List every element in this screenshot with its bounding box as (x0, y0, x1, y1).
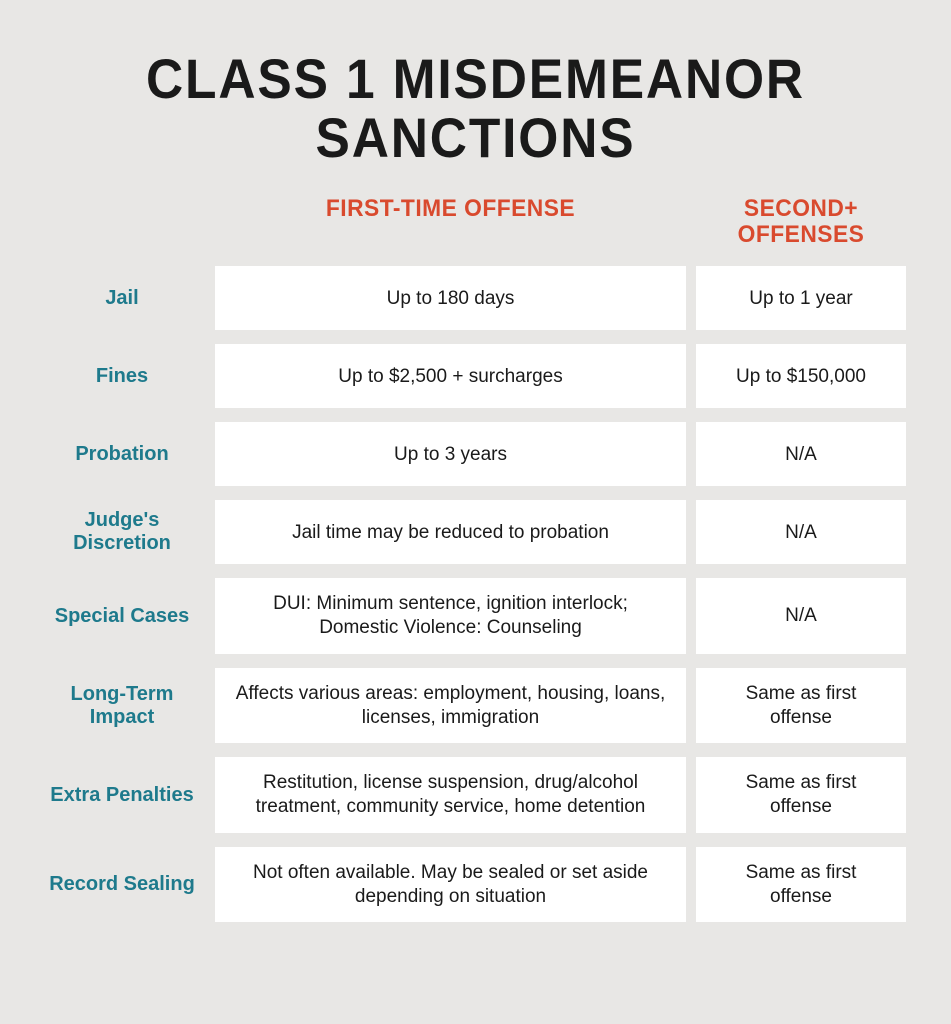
cell-first: Up to $2,500 + surcharges (215, 344, 686, 408)
cell-second: N/A (696, 578, 906, 654)
cell-first: Jail time may be reduced to probation (215, 500, 686, 564)
cell-second: Up to 1 year (696, 266, 906, 330)
sanctions-table: FIRST-TIME OFFENSE SECOND+ OFFENSES Jail… (45, 196, 906, 923)
cell-second: Same as first offense (696, 668, 906, 744)
row-label: Jail (45, 266, 205, 330)
column-header-first: FIRST-TIME OFFENSE (227, 196, 674, 253)
row-label: Fines (45, 344, 205, 408)
cell-second: Same as first offense (696, 847, 906, 923)
column-header-second: SECOND+ OFFENSES (701, 196, 901, 253)
cell-first: Restitution, license suspension, drug/al… (215, 757, 686, 833)
row-label: Probation (45, 422, 205, 486)
cell-first: Not often available. May be sealed or se… (215, 847, 686, 923)
cell-first: Affects various areas: employment, housi… (215, 668, 686, 744)
row-label: Judge's Discretion (45, 500, 205, 564)
cell-second: Up to $150,000 (696, 344, 906, 408)
cell-second: Same as first offense (696, 757, 906, 833)
row-label: Record Sealing (45, 847, 205, 923)
row-label: Extra Penalties (45, 757, 205, 833)
row-label: Special Cases (45, 578, 205, 654)
cell-first: Up to 3 years (215, 422, 686, 486)
cell-second: N/A (696, 422, 906, 486)
row-label: Long-Term Impact (45, 668, 205, 744)
cell-first: DUI: Minimum sentence, ignition interloc… (215, 578, 686, 654)
cell-first: Up to 180 days (215, 266, 686, 330)
cell-second: N/A (696, 500, 906, 564)
header-spacer (45, 196, 205, 253)
page-title: CLASS 1 MISDEMEANOR SANCTIONS (79, 50, 871, 168)
